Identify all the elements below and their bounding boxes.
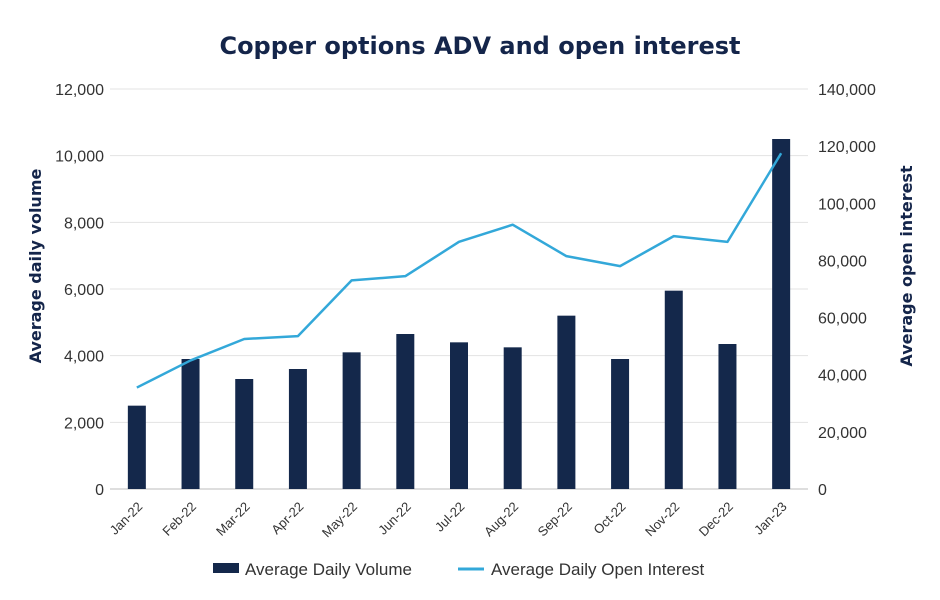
y-tick-label: 6,000: [64, 282, 104, 299]
y-tick-label: 8,000: [64, 215, 104, 232]
y2-tick-label: 60,000: [818, 311, 867, 328]
bar-jan-22: [127, 405, 146, 489]
bar-dec-22: [718, 344, 737, 489]
bar-may-22: [342, 352, 361, 489]
y-tick-label: 2,000: [64, 415, 104, 432]
y2-tick-label: 100,000: [818, 196, 876, 213]
bar-jan-23: [772, 139, 791, 489]
y-tick-label: 4,000: [64, 349, 104, 366]
bar-jun-22: [396, 334, 415, 489]
legend-volume-label: Average Daily Volume: [245, 560, 412, 579]
x-tick-label: Feb-22: [159, 499, 199, 539]
legend: Average Daily Volume Average Daily Open …: [213, 560, 705, 579]
y2-tick-label: 20,000: [818, 425, 867, 442]
bar-mar-22: [235, 379, 254, 489]
x-tick-label: Jan-23: [751, 499, 790, 538]
x-tick-label: Dec-22: [696, 499, 736, 539]
y-tick-label: 10,000: [55, 149, 104, 166]
bar-aug-22: [503, 347, 522, 489]
y2-axis-label: Average open interest: [897, 165, 916, 367]
bar-feb-22: [181, 359, 200, 489]
bar-oct-22: [611, 359, 630, 489]
x-tick-label: Sep-22: [535, 499, 575, 539]
x-tick-label: Aug-22: [481, 499, 521, 539]
x-tick-label: Apr-22: [268, 499, 306, 537]
y-tick-label: 0: [95, 482, 104, 499]
x-tick-label: Oct-22: [590, 499, 628, 537]
x-tick-label: Jul-22: [432, 499, 468, 535]
bar-sep-22: [557, 315, 576, 489]
bar-nov-22: [664, 290, 683, 489]
y2-tick-label: 40,000: [818, 368, 867, 385]
y2-tick-label: 80,000: [818, 253, 867, 270]
y2-tick-label: 0: [818, 482, 827, 499]
bar-jul-22: [450, 342, 468, 489]
legend-volume-swatch: [213, 563, 239, 573]
bar-apr-22: [288, 369, 307, 489]
y2-tick-label: 120,000: [818, 139, 876, 156]
x-tick-label: Mar-22: [213, 499, 253, 539]
x-tick-label: Jun-22: [375, 499, 414, 538]
x-tick-label: Jan-22: [107, 499, 146, 538]
y2-tick-label: 140,000: [818, 82, 876, 99]
bar-series: [127, 139, 791, 489]
x-tick-label: Nov-22: [642, 499, 682, 539]
line-series: [136, 152, 783, 389]
chart-title: Copper options ADV and open interest: [219, 32, 740, 60]
x-tick-label: May-22: [319, 499, 360, 540]
legend-open-interest-label: Average Daily Open Interest: [491, 560, 705, 579]
y-axis-label: Average daily volume: [26, 169, 45, 364]
y-tick-label: 12,000: [55, 82, 104, 99]
